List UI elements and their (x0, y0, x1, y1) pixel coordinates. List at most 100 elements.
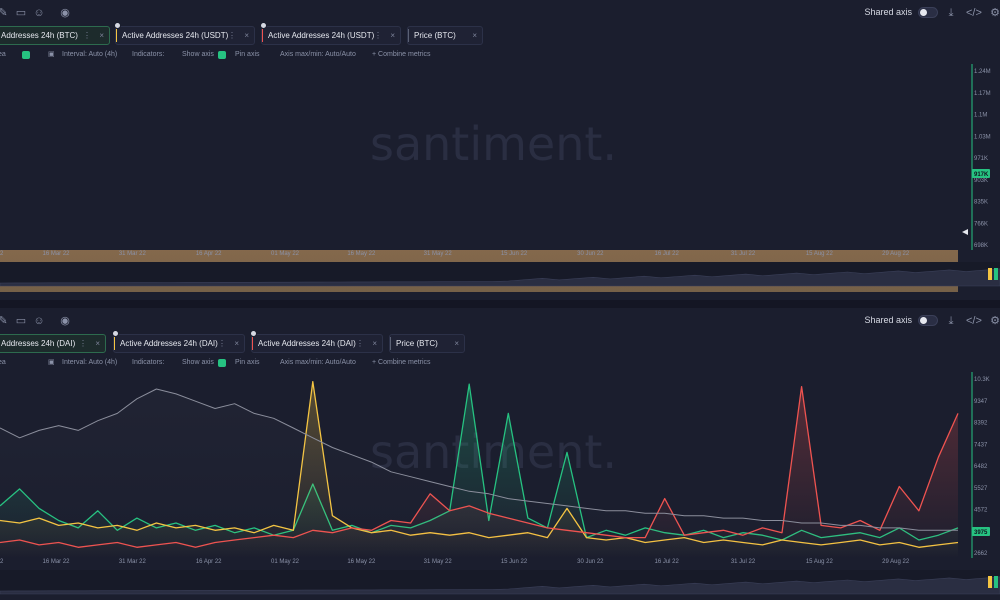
more-icon[interactable]: ⋮ (83, 31, 91, 40)
show-axis-option[interactable]: Show axis (182, 51, 214, 58)
tab-metric-3[interactable]: Active Addresses 24h (USDT) ⋮ × (261, 26, 401, 45)
watermark: santiment. (370, 117, 617, 171)
close-icon[interactable]: × (234, 339, 239, 348)
tab-metric-4[interactable]: Price (BTC) × (407, 26, 483, 45)
combine-metrics-label: Combine metrics (378, 359, 431, 366)
close-icon[interactable]: × (244, 31, 249, 40)
tab-label: Price (BTC) (396, 339, 438, 348)
pin-axis-option[interactable]: Pin axis (235, 51, 260, 58)
y-tick-label: 8392 (974, 421, 988, 427)
x-tick-label: 2 (0, 559, 4, 565)
shared-axis-toggle[interactable] (918, 315, 938, 326)
edit-icon[interactable]: ✎ (0, 315, 8, 327)
pin-icon (114, 22, 121, 29)
close-icon[interactable]: × (454, 339, 459, 348)
x-tick-label: 16 Jul 22 (654, 559, 679, 565)
panel-toolbar: ✎ ▭ ☺ ◉ Shared axis ⤓ </> ⚙ (0, 308, 1000, 334)
tab-label: Price (BTC) (414, 31, 456, 40)
interval-select[interactable]: Interval: Auto (4h) (62, 359, 118, 366)
tab-metric-2[interactable]: Active Addresses 24h (DAI) ⋮ × (113, 334, 245, 353)
x-tick-label: 2 (0, 251, 4, 257)
chart-options-bar: ea ▣ Interval: Auto (4h) Indicators: Sho… (0, 357, 1000, 369)
pin-axis-option[interactable]: Pin axis (235, 359, 260, 366)
pointer-icon (962, 229, 968, 235)
chart-area[interactable]: santiment. 10.3K 9347 8392 7437 6482 5527 4572 3… (0, 368, 1000, 600)
area-style-option[interactable]: ea (0, 51, 6, 58)
y-tick-label: 5527 (974, 486, 988, 492)
more-icon[interactable]: ⋮ (356, 339, 364, 348)
embed-code-icon[interactable]: </> (966, 315, 982, 327)
x-tick-label: 31 Jul 22 (731, 251, 756, 257)
shared-axis-label: Shared axis (864, 315, 912, 325)
embed-code-icon[interactable]: </> (966, 7, 982, 19)
smile-icon[interactable]: ☺ (33, 7, 45, 19)
chart-panel-bottom: ✎ ▭ ☺ ◉ Shared axis ⤓ </> ⚙ Addresses 24… (0, 308, 1000, 600)
x-tick-label: 01 May 22 (271, 559, 300, 565)
color-swatch[interactable] (22, 51, 30, 59)
show-axis-checkbox[interactable] (218, 359, 226, 367)
pin-icon (260, 22, 267, 29)
navigator-handle[interactable] (988, 576, 992, 588)
more-icon[interactable]: ⋮ (228, 31, 236, 40)
note-icon[interactable]: ▭ (15, 315, 27, 327)
download-icon[interactable]: ⤓ (948, 315, 954, 327)
close-icon[interactable]: × (472, 31, 477, 40)
tab-metric-3[interactable]: Active Addresses 24h (DAI) ⋮ × (251, 334, 383, 353)
navigator-handle[interactable] (994, 268, 998, 280)
tab-label: Addresses 24h (BTC) (1, 31, 78, 40)
chart-area[interactable]: santiment. 1.24M 1.17M 1.1M 1.03M 971K 903K 835… (0, 60, 1000, 292)
tab-label: Active Addresses 24h (DAI) (120, 339, 218, 348)
gear-icon[interactable]: ⚙ (990, 315, 1000, 327)
x-tick-label: 29 Aug 22 (882, 251, 910, 257)
y-tick-label: 4572 (974, 508, 988, 514)
area-style-option[interactable]: ea (0, 359, 6, 366)
combine-metrics-button[interactable]: + Combine metrics (372, 51, 431, 58)
eye-icon[interactable]: ◉ (60, 7, 70, 19)
series-area-0 (0, 384, 958, 558)
more-icon[interactable]: ⋮ (374, 31, 382, 40)
show-axis-option[interactable]: Show axis (182, 359, 214, 366)
series-line-3[interactable] (0, 388, 958, 531)
close-icon[interactable]: × (390, 31, 395, 40)
tab-metric-2[interactable]: Active Addresses 24h (USDT) ⋮ × (115, 26, 255, 45)
navigator-sparkline (0, 268, 1000, 287)
navigator-handle[interactable] (994, 576, 998, 588)
gear-icon[interactable]: ⚙ (990, 7, 1000, 19)
close-icon[interactable]: × (95, 339, 100, 348)
tab-label: Active Addresses 24h (USDT) (122, 31, 229, 40)
more-icon[interactable]: ⋮ (218, 339, 226, 348)
x-tick-label: 16 May 22 (347, 251, 376, 257)
note-icon[interactable]: ▭ (15, 7, 27, 19)
x-tick-label: 31 May 22 (424, 251, 453, 257)
navigator-handle[interactable] (988, 268, 992, 280)
shared-axis-toggle[interactable] (918, 7, 938, 18)
close-icon[interactable]: × (372, 339, 377, 348)
indicators-select[interactable]: Indicators: (132, 359, 165, 366)
edit-icon[interactable]: ✎ (0, 7, 8, 19)
shared-axis-label: Shared axis (864, 7, 912, 17)
tab-metric-4[interactable]: Price (BTC) × (389, 334, 465, 353)
show-axis-checkbox[interactable] (218, 51, 226, 59)
interval-select[interactable]: Interval: Auto (4h) (62, 51, 118, 58)
eye-icon[interactable]: ◉ (60, 315, 70, 327)
axis-minmax-select[interactable]: Axis max/min: Auto/Auto (280, 51, 356, 58)
y-tick-label: 7437 (974, 442, 988, 448)
combine-metrics-button[interactable]: + Combine metrics (372, 359, 431, 366)
metric-tabs: Addresses 24h (BTC) ⋮ × Active Addresses … (0, 22, 1000, 45)
tab-metric-1[interactable]: Addresses 24h (DAI) ⋮ × (0, 334, 106, 353)
axis-minmax-select[interactable]: Axis max/min: Auto/Auto (280, 359, 356, 366)
x-tick-label: 31 May 22 (424, 559, 453, 565)
chart-panel-top: ✎ ▭ ☺ ◉ Shared axis ⤓ </> ⚙ Addresses 24… (0, 0, 1000, 292)
smile-icon[interactable]: ☺ (33, 315, 45, 327)
panel-toolbar: ✎ ▭ ☺ ◉ Shared axis ⤓ </> ⚙ (0, 0, 1000, 26)
y-tick-label: 835K (974, 200, 988, 206)
indicators-select[interactable]: Indicators: (132, 51, 165, 58)
download-icon[interactable]: ⤓ (948, 7, 954, 19)
x-tick-label: 16 Apr 22 (196, 559, 222, 565)
tab-label: Active Addresses 24h (DAI) (258, 339, 356, 348)
tab-metric-1[interactable]: Addresses 24h (BTC) ⋮ × (0, 26, 110, 45)
more-icon[interactable]: ⋮ (79, 339, 87, 348)
chart-options-bar: ea ▣ Interval: Auto (4h) Indicators: Sho… (0, 49, 1000, 61)
close-icon[interactable]: × (99, 31, 104, 40)
current-value-badge (972, 169, 990, 178)
